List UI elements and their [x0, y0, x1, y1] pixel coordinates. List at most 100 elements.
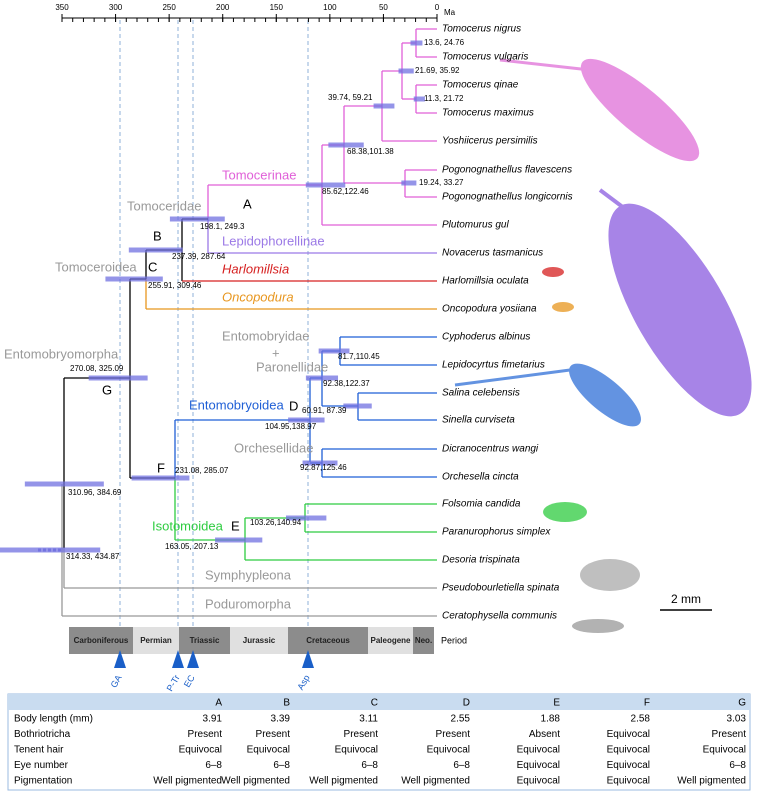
node-age-label: 81.7,110.45: [338, 352, 380, 361]
event-marker: [172, 650, 184, 668]
table-cell: Well pigmented: [309, 776, 378, 787]
node-age-label: 231.08, 285.07: [175, 466, 229, 475]
table-cell: 6–8: [205, 760, 222, 771]
age-interval-bar: [398, 68, 414, 74]
table-cell: 3.03: [727, 714, 747, 725]
table-cell: 6–8: [273, 760, 290, 771]
node-age-label: 11.3, 21.72: [424, 94, 464, 103]
clade-label: F: [157, 460, 165, 475]
clade-label: Isotomoidea: [152, 518, 224, 533]
event-label: EC: [182, 673, 197, 689]
period-label: Paleogene: [370, 636, 411, 645]
clade-label: Symphypleona: [205, 567, 292, 582]
table-cell: 2.58: [631, 714, 651, 725]
taxon-label: Desoria trispinata: [442, 555, 520, 566]
age-interval-bar: [105, 276, 163, 282]
period-label: Neo.: [415, 636, 432, 645]
period-box: [69, 627, 133, 654]
node-age-label: 163.05, 207.13: [165, 542, 219, 551]
clade-label: Poduromorpha: [205, 596, 292, 611]
table-cell: 3.39: [271, 714, 291, 725]
table-row-label: Eye number: [14, 760, 69, 771]
table-cell: Present: [188, 729, 223, 740]
taxon-label: Tomocerus vulgaris: [442, 52, 528, 63]
taxon-label: Sinella curviseta: [442, 415, 515, 426]
clade-label: Oncopodura: [222, 289, 294, 304]
table-header: [8, 694, 750, 710]
table-cell: Present: [344, 729, 379, 740]
axis-tick-label: 250: [162, 3, 176, 12]
node-age-label: 92.87,125.46: [300, 463, 347, 472]
taxon-label: Folsomia candida: [442, 499, 521, 510]
age-interval-bar: [318, 348, 350, 354]
table-cell: Well pigmented: [221, 776, 290, 787]
table-row-label: Body length (mm): [14, 714, 93, 725]
table-cell: 6–8: [361, 760, 378, 771]
table-cell: Present: [712, 729, 747, 740]
node-age-label: 39.74, 59.21: [328, 93, 373, 102]
clade-label: Tomoceroidea: [55, 259, 137, 274]
node-age-label: 21.69, 35.92: [415, 66, 460, 75]
taxon-label: Orchesella cincta: [442, 472, 519, 483]
illustration: [572, 619, 624, 633]
taxon-label: Pogonognathellus longicornis: [442, 192, 573, 203]
table-cell: Equivocal: [607, 729, 650, 740]
illustration: [608, 203, 752, 417]
clade-label: B: [153, 228, 162, 243]
event-label: Asp: [295, 673, 311, 691]
node-age-label: 19.24, 33.27: [419, 178, 464, 187]
table-cell: Well pigmented: [153, 776, 222, 787]
clade-label: E: [231, 518, 240, 533]
period-box: [288, 627, 368, 654]
taxon-label: Lepidocyrtus fimetarius: [442, 360, 545, 371]
illustration: [569, 363, 641, 427]
clade-label: Orchesellidae: [234, 440, 314, 455]
taxon-label: Novacerus tasmanicus: [442, 248, 543, 259]
axis-tick-label: 100: [323, 3, 337, 12]
node-age-label: 270.08, 325.09: [70, 364, 124, 373]
taxon-label: Oncopodura yosiiana: [442, 304, 537, 315]
taxon-label: Ceratophysella communis: [442, 611, 557, 622]
axis-tick-label: 350: [55, 3, 69, 12]
illustration: [552, 302, 574, 312]
illustration: [454, 368, 571, 387]
table-cell: Equivocal: [517, 760, 560, 771]
clade-label: Paronellidae: [256, 359, 328, 374]
axis-tick-label: 0: [435, 3, 440, 12]
period-box: [368, 627, 413, 654]
taxon-label: Tomocerus maximus: [442, 108, 534, 119]
node-age-label: 104.95,138.97: [265, 422, 317, 431]
age-interval-bar: [410, 40, 423, 46]
table-cell: Equivocal: [179, 745, 222, 756]
node-age-label: 314.33, 434.87: [66, 552, 120, 561]
node-age-label: 255.91, 309.46: [148, 281, 202, 290]
age-interval-bar: [131, 475, 190, 481]
age-interval-bar: [373, 103, 395, 109]
clade-label: Tomoceridae: [127, 198, 201, 213]
table-row-label: Bothriotricha: [14, 729, 71, 740]
table-cell: Equivocal: [247, 745, 290, 756]
table-column-header: E: [553, 698, 560, 709]
table-cell: Well pigmented: [401, 776, 470, 787]
specimen-illustrations: [454, 58, 752, 633]
period-label: Permian: [140, 636, 172, 645]
node-age-label: 310.96, 384.69: [68, 488, 122, 497]
age-interval-bar: [128, 247, 183, 253]
clade-label: C: [148, 259, 157, 274]
age-interval-bar: [343, 403, 372, 409]
period-box: [230, 627, 288, 654]
period-box: [179, 627, 230, 654]
clade-label: D: [289, 398, 298, 413]
axis-tick-label: 200: [216, 3, 230, 12]
taxon-label: Salina celebensis: [442, 388, 520, 399]
illustration: [542, 267, 564, 277]
table-row-label: Pigmentation: [14, 776, 72, 787]
clade-label: +: [272, 345, 280, 360]
age-interval-bar: [413, 96, 425, 102]
table-column-header: F: [644, 698, 650, 709]
clade-label: Lepidophorellinae: [222, 233, 325, 248]
table-cell: 6–8: [729, 760, 746, 771]
clade-label: G: [102, 382, 112, 397]
table-cell: Equivocal: [607, 745, 650, 756]
